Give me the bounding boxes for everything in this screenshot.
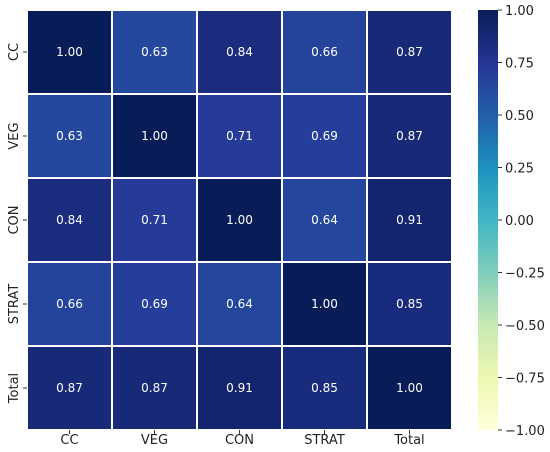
x-axis: CC VEG CON STRAT Total <box>60 430 425 448</box>
heatmap-cell <box>111 261 198 347</box>
colorbar-tick-label: 0.25 <box>505 162 534 177</box>
heatmap-cell <box>196 345 283 431</box>
heatmap-cell <box>196 93 283 179</box>
cell-value-label: 0.87 <box>141 381 168 395</box>
cell-value-label: 0.69 <box>141 297 168 311</box>
cell-value-label: 0.84 <box>56 213 83 227</box>
cell-value-label: 0.71 <box>141 213 168 227</box>
colorbar-tick-label: −0.75 <box>505 372 545 387</box>
y-tick-label: Total <box>7 373 22 404</box>
cell-value-label: 0.69 <box>311 129 338 143</box>
heatmap-cell <box>196 261 283 347</box>
cell-value-label: 0.66 <box>311 45 338 59</box>
x-tick-label: VEG <box>141 433 168 448</box>
x-tick-label: CC <box>60 433 78 448</box>
heatmap-cell <box>111 345 198 431</box>
colorbar-tick-label: 0.50 <box>505 109 534 124</box>
colorbar-ticks: 1.00 0.75 0.50 0.25 0.00 −0.25 −0.50 −0.75 −1.00 <box>498 4 545 439</box>
y-tick-label: CC <box>7 43 22 61</box>
cell-value-label: 0.63 <box>56 129 83 143</box>
cell-value-label: 0.63 <box>141 45 168 59</box>
cell-value-label: 0.71 <box>226 129 253 143</box>
colorbar: 1.00 0.75 0.50 0.25 0.00 −0.25 −0.50 −0.75 −1.00 <box>478 4 545 439</box>
heatmap-cell <box>111 177 198 263</box>
colorbar-tick-label: 1.00 <box>505 4 534 19</box>
cell-value-label: 1.00 <box>226 213 253 227</box>
cell-value-label: 0.64 <box>226 297 253 311</box>
y-tick-label: VEG <box>7 122 22 149</box>
cell-value-label: 0.85 <box>311 381 338 395</box>
y-axis: CC VEG CON STRAT Total <box>7 43 27 404</box>
heatmap-cell <box>366 261 453 347</box>
colorbar-tick-label: 0.75 <box>505 57 534 72</box>
cell-value-label: 0.91 <box>226 381 253 395</box>
cell-value-label: 0.87 <box>56 381 83 395</box>
heatmap-cell <box>281 261 368 347</box>
heatmap-cell <box>26 345 113 431</box>
colorbar-tick-label: −0.25 <box>505 267 545 282</box>
colorbar-tick-label: 0.00 <box>505 214 534 229</box>
x-tick-label: STRAT <box>304 433 345 448</box>
x-tick-label: Total <box>393 433 424 448</box>
heatmap-cell <box>366 93 453 179</box>
colorbar-tick-label: −0.50 <box>505 319 545 334</box>
y-tick-label: CON <box>7 205 22 234</box>
cell-value-label: 1.00 <box>396 381 423 395</box>
heatmap-annotations: 1.00 0.63 0.84 0.66 0.87 0.63 1.00 0.71 0.69 0.87… <box>56 45 423 395</box>
cell-value-label: 0.64 <box>311 213 338 227</box>
cell-value-label: 1.00 <box>141 129 168 143</box>
cell-value-label: 1.00 <box>56 45 83 59</box>
cell-value-label: 0.87 <box>396 45 423 59</box>
cell-value-label: 1.00 <box>311 297 338 311</box>
cell-value-label: 0.87 <box>396 129 423 143</box>
colorbar-tick-label: −1.00 <box>505 424 545 439</box>
heatmap-cell <box>111 9 198 95</box>
y-tick-label: STRAT <box>7 284 22 325</box>
heatmap-cell <box>281 177 368 263</box>
cell-value-label: 0.66 <box>56 297 83 311</box>
colorbar-gradient <box>478 10 498 430</box>
x-tick-label: CON <box>225 433 254 448</box>
cell-value-label: 0.91 <box>396 213 423 227</box>
heatmap-cells <box>26 9 453 431</box>
cell-value-label: 0.85 <box>396 297 423 311</box>
cell-value-label: 0.84 <box>226 45 253 59</box>
